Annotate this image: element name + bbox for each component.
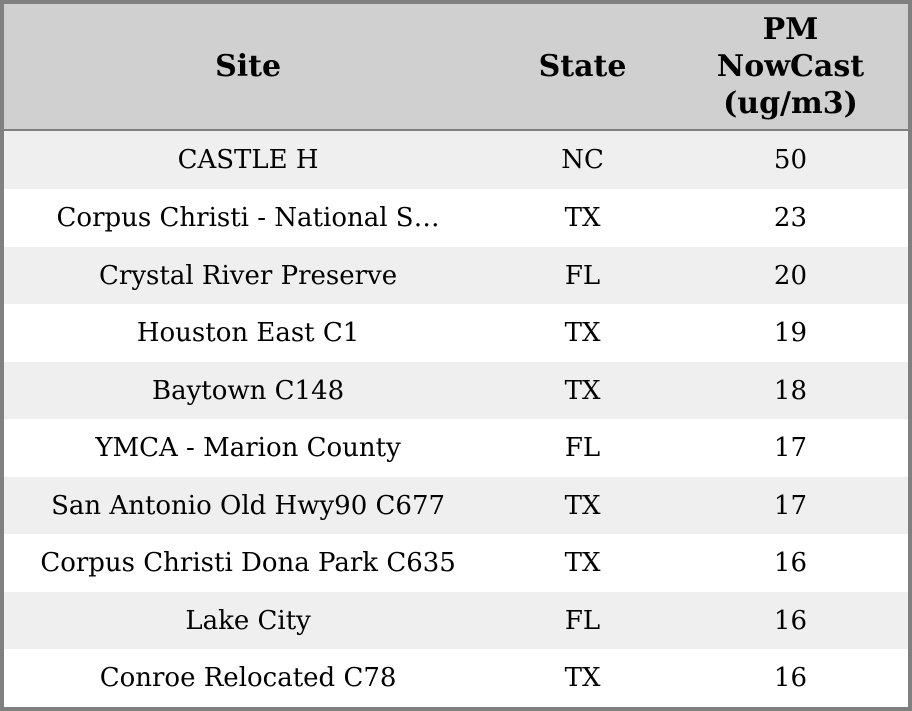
cell-state: TX <box>564 548 601 579</box>
cell-site: San Antonio Old Hwy90 C677 <box>51 490 446 521</box>
cell-site: Crystal River Preserve <box>99 260 398 291</box>
table-body: CASTLE H NC 50 Corpus Christi - National… <box>4 130 908 707</box>
cell-pm-nowcast: 18 <box>773 375 808 406</box>
table-row: Houston East C1 TX 19 <box>4 304 908 362</box>
cell-pm-nowcast: 17 <box>773 433 808 464</box>
cell-pm-nowcast: 19 <box>773 318 808 349</box>
cell-site: Houston East C1 <box>136 318 360 349</box>
cell-pm-nowcast: 16 <box>773 663 808 694</box>
table-row: San Antonio Old Hwy90 C677 TX 17 <box>4 476 908 535</box>
column-header-pm-nowcast: PM NowCast (ug/m3) <box>672 4 908 131</box>
pm-nowcast-table: Site State PM NowCast (ug/m3) CASTLE H N… <box>4 4 908 707</box>
cell-state: TX <box>564 203 601 234</box>
cell-site: Lake City <box>185 605 311 636</box>
cell-pm-nowcast: 16 <box>773 548 808 579</box>
cell-state: TX <box>564 663 601 694</box>
column-header-pm-nowcast-label: PM NowCast (ug/m3) <box>716 11 865 121</box>
cell-state: TX <box>564 318 601 349</box>
cell-site: Conroe Relocated C78 <box>99 663 397 694</box>
cell-state: FL <box>564 260 601 291</box>
table-row: Crystal River Preserve FL 20 <box>4 246 908 305</box>
header-row: Site State PM NowCast (ug/m3) <box>4 4 908 131</box>
cell-state: NC <box>561 145 604 176</box>
cell-site: YMCA - Marion County <box>95 433 401 464</box>
table-row: Lake City FL 16 <box>4 591 908 650</box>
cell-pm-nowcast: 50 <box>773 145 808 176</box>
table-row: CASTLE H NC 50 <box>4 130 908 190</box>
table-row: Conroe Relocated C78 TX 16 <box>4 649 908 707</box>
cell-site: Baytown C148 <box>151 375 345 406</box>
cell-pm-nowcast: 20 <box>773 260 808 291</box>
cell-pm-nowcast: 16 <box>773 605 808 636</box>
table-header: Site State PM NowCast (ug/m3) <box>4 4 908 131</box>
cell-site: CASTLE H <box>177 145 319 176</box>
table-row: Corpus Christi - National S… TX 23 <box>4 189 908 247</box>
column-header-site: Site <box>4 4 493 131</box>
cell-site: Corpus Christi Dona Park C635 <box>40 548 456 579</box>
cell-state: FL <box>564 433 601 464</box>
cell-state: TX <box>564 490 601 521</box>
cell-site: Corpus Christi - National S… <box>56 203 440 234</box>
cell-pm-nowcast: 17 <box>773 490 808 521</box>
cell-state: FL <box>564 605 601 636</box>
cell-state: TX <box>564 375 601 406</box>
column-header-state: State <box>492 4 673 131</box>
cell-pm-nowcast: 23 <box>773 203 808 234</box>
table-row: YMCA - Marion County FL 17 <box>4 419 908 477</box>
table-row: Corpus Christi Dona Park C635 TX 16 <box>4 534 908 592</box>
table-row: Baytown C148 TX 18 <box>4 361 908 420</box>
